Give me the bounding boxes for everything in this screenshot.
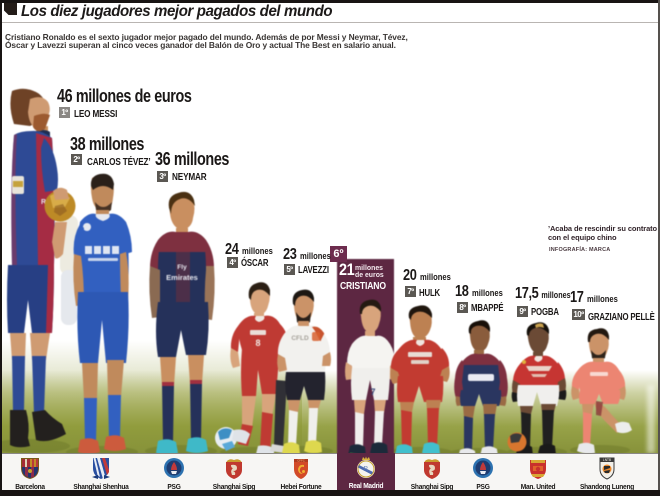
svg-text:Fly: Fly — [177, 264, 187, 271]
svg-text:7: 7 — [370, 387, 375, 397]
svg-text:CFLD: CFLD — [291, 335, 309, 342]
svg-text:8: 8 — [255, 338, 260, 348]
svg-text:CFFC: CFFC — [297, 459, 304, 463]
svg-text:Emirates: Emirates — [166, 273, 198, 282]
svg-text:R: R — [364, 465, 369, 473]
svg-text:LNTB: LNTB — [603, 458, 611, 462]
